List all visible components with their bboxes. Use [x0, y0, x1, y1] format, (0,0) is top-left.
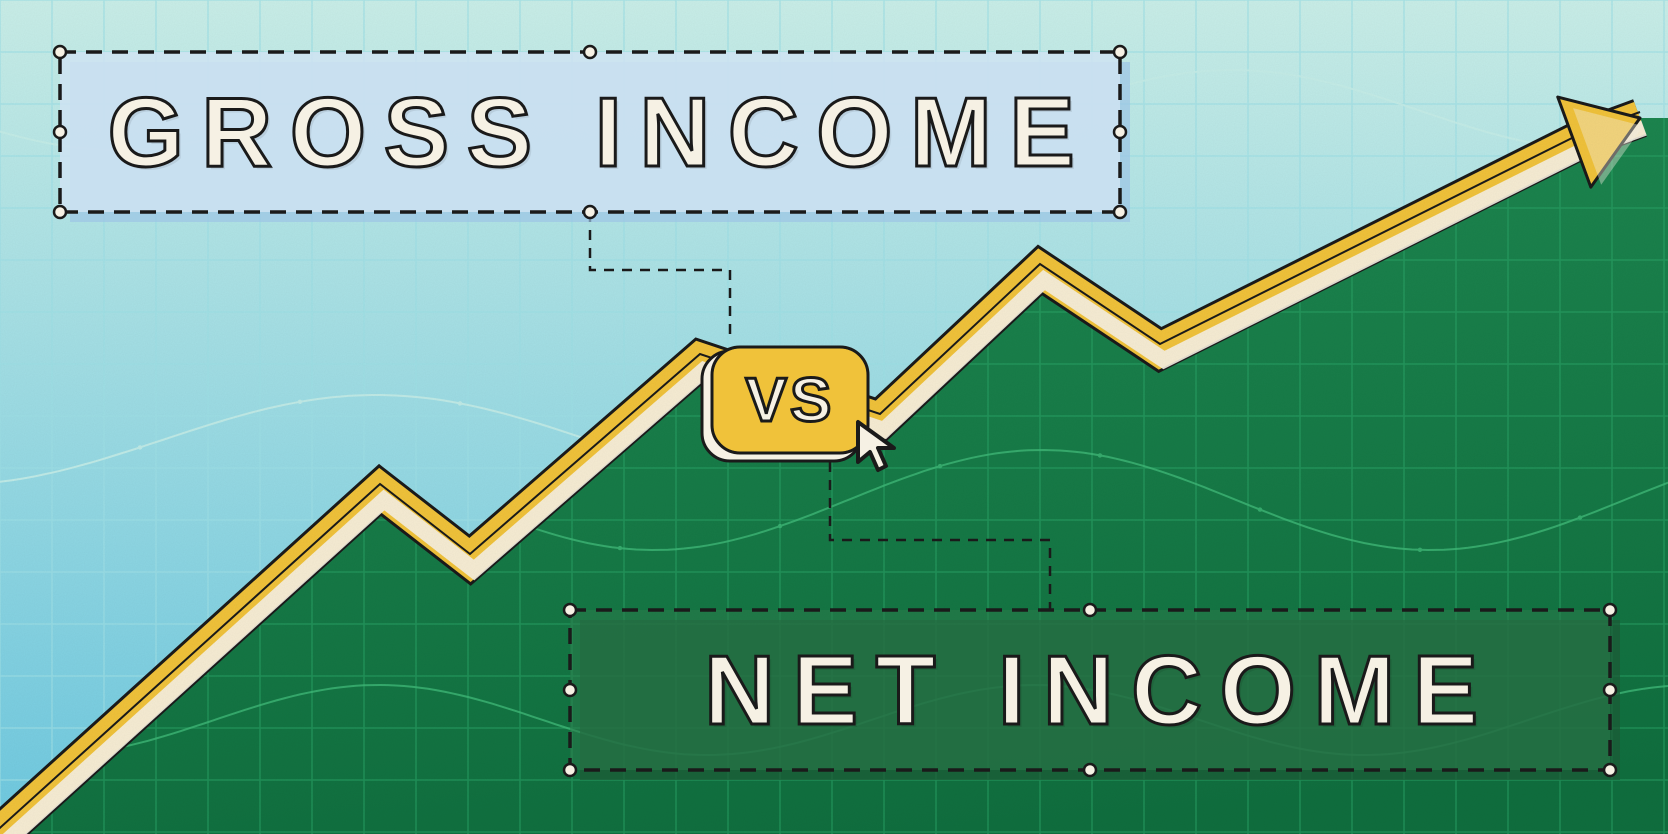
vs-badge: VS: [710, 345, 870, 455]
cursor-icon: [852, 418, 904, 474]
connector-top: [590, 212, 730, 338]
vs-label: VS: [710, 345, 870, 455]
net-income-box: NET INCOME: [570, 610, 1610, 770]
infographic-canvas: GROSS INCOME NET INCOME VS: [0, 0, 1668, 834]
net-income-label: NET INCOME: [570, 610, 1610, 770]
gross-income-label: GROSS INCOME: [60, 52, 1120, 212]
connector-bottom: [830, 462, 1050, 610]
gross-income-box: GROSS INCOME: [60, 52, 1120, 212]
